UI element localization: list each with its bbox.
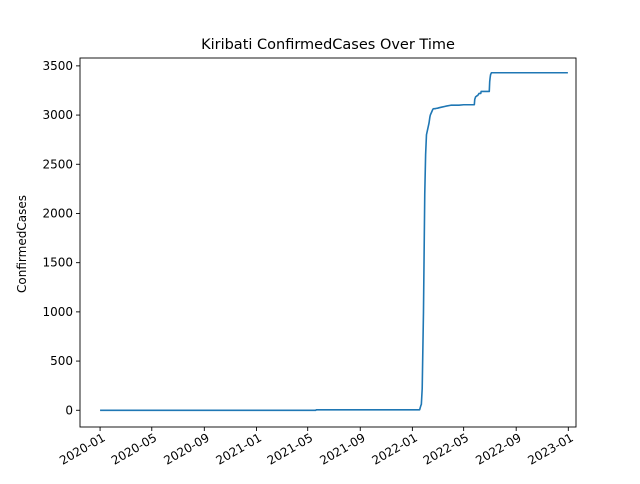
y-tick-label: 500 xyxy=(50,354,73,368)
y-tick-label: 3500 xyxy=(42,59,73,73)
y-tick-label: 1000 xyxy=(42,305,73,319)
series-line-0 xyxy=(100,71,568,412)
y-tick-label: 1500 xyxy=(42,256,73,270)
chart-title: Kiribati ConfirmedCases Over Time xyxy=(201,37,455,53)
y-tick-label: 3000 xyxy=(42,108,73,122)
y-tick-label: 2500 xyxy=(42,157,73,171)
y-axis-label: ConfirmedCases xyxy=(15,195,29,293)
y-tick-label: 0 xyxy=(65,403,73,417)
y-tick-label: 2000 xyxy=(42,206,73,220)
plot-frame xyxy=(79,57,577,428)
